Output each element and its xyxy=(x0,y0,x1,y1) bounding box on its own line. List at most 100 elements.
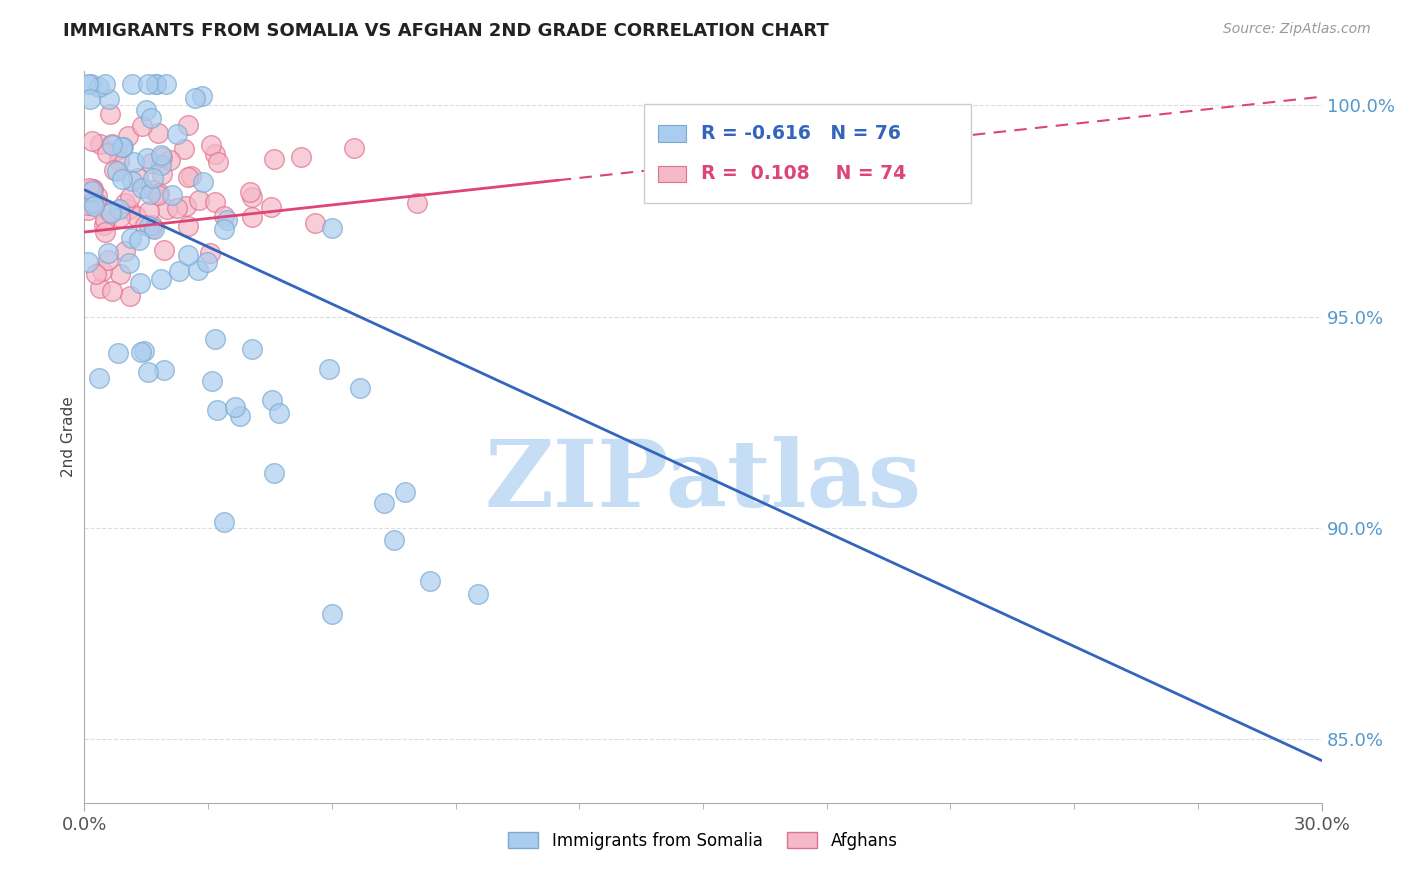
Point xyxy=(82,196,104,211)
Point xyxy=(153,363,176,377)
Point xyxy=(224,401,246,415)
Point xyxy=(204,194,226,209)
Point xyxy=(131,181,153,195)
Point xyxy=(114,196,136,211)
Point xyxy=(94,225,117,239)
Point xyxy=(148,186,170,201)
Point xyxy=(207,154,229,169)
Y-axis label: 2nd Grade: 2nd Grade xyxy=(60,397,76,477)
Point xyxy=(150,167,173,181)
Point xyxy=(82,134,104,148)
Point xyxy=(89,281,111,295)
Point xyxy=(141,155,163,169)
Point xyxy=(108,210,131,224)
Point xyxy=(127,170,149,185)
Point xyxy=(190,89,212,103)
Point xyxy=(142,170,165,185)
Point xyxy=(86,189,108,203)
Point xyxy=(118,256,141,270)
Point xyxy=(105,163,128,178)
Point xyxy=(141,220,163,235)
Point xyxy=(100,137,122,152)
Bar xyxy=(644,104,972,203)
Point xyxy=(167,264,190,278)
Point xyxy=(321,607,343,622)
Point xyxy=(80,77,103,91)
Point xyxy=(240,190,263,204)
Point xyxy=(128,276,150,290)
Point xyxy=(149,272,172,286)
Point xyxy=(84,267,107,281)
Text: R =  0.108    N = 74: R = 0.108 N = 74 xyxy=(700,164,905,183)
Point xyxy=(96,146,118,161)
Point xyxy=(142,183,165,197)
Legend: Immigrants from Somalia, Afghans: Immigrants from Somalia, Afghans xyxy=(502,825,904,856)
Point xyxy=(146,126,169,140)
Bar xyxy=(658,126,686,142)
Point xyxy=(180,169,202,183)
Point xyxy=(141,219,163,233)
Point xyxy=(156,202,179,216)
Point xyxy=(121,77,143,91)
Point xyxy=(82,181,104,195)
Point xyxy=(382,533,405,547)
Point xyxy=(155,77,177,91)
Point xyxy=(114,244,136,259)
Point xyxy=(146,188,169,202)
Point xyxy=(267,406,290,420)
Point xyxy=(138,203,160,218)
Point xyxy=(105,144,128,158)
Point xyxy=(240,342,263,356)
Point xyxy=(100,206,122,220)
Point xyxy=(139,186,162,201)
Point xyxy=(200,246,222,260)
Point xyxy=(174,199,197,213)
Point xyxy=(87,371,110,385)
Text: Source: ZipAtlas.com: Source: ZipAtlas.com xyxy=(1223,22,1371,37)
Point xyxy=(204,332,226,346)
Point xyxy=(107,345,129,359)
Point xyxy=(135,151,157,165)
Point xyxy=(318,361,340,376)
Point xyxy=(166,127,188,141)
Point xyxy=(136,77,159,91)
Point xyxy=(108,202,131,216)
Point xyxy=(160,188,183,202)
Point xyxy=(98,107,121,121)
Point xyxy=(212,221,235,235)
Point xyxy=(118,202,141,217)
Point xyxy=(89,136,111,151)
Point xyxy=(373,496,395,510)
Point xyxy=(131,119,153,133)
Point xyxy=(263,152,285,166)
Point xyxy=(149,148,172,162)
Point xyxy=(394,484,416,499)
Point xyxy=(77,181,100,195)
Point xyxy=(98,204,121,219)
Point xyxy=(94,213,117,227)
Point xyxy=(107,153,129,168)
Point xyxy=(101,284,124,298)
Point xyxy=(120,289,142,303)
Text: ZIPatlas: ZIPatlas xyxy=(485,436,921,526)
Point xyxy=(77,254,100,268)
Point xyxy=(304,216,326,230)
Point xyxy=(177,119,200,133)
Point xyxy=(184,91,207,105)
Point xyxy=(111,140,134,154)
Point xyxy=(166,201,188,215)
Point xyxy=(212,210,235,224)
Point xyxy=(205,403,228,417)
Point xyxy=(149,158,172,172)
Point xyxy=(138,365,160,379)
Point xyxy=(111,172,134,186)
Point xyxy=(98,92,121,106)
Point xyxy=(108,267,131,281)
Point xyxy=(145,77,167,91)
Point xyxy=(419,574,441,588)
Point xyxy=(87,80,110,95)
Point xyxy=(343,141,366,155)
Point xyxy=(97,245,120,260)
Point xyxy=(122,155,145,169)
Point xyxy=(229,409,252,423)
